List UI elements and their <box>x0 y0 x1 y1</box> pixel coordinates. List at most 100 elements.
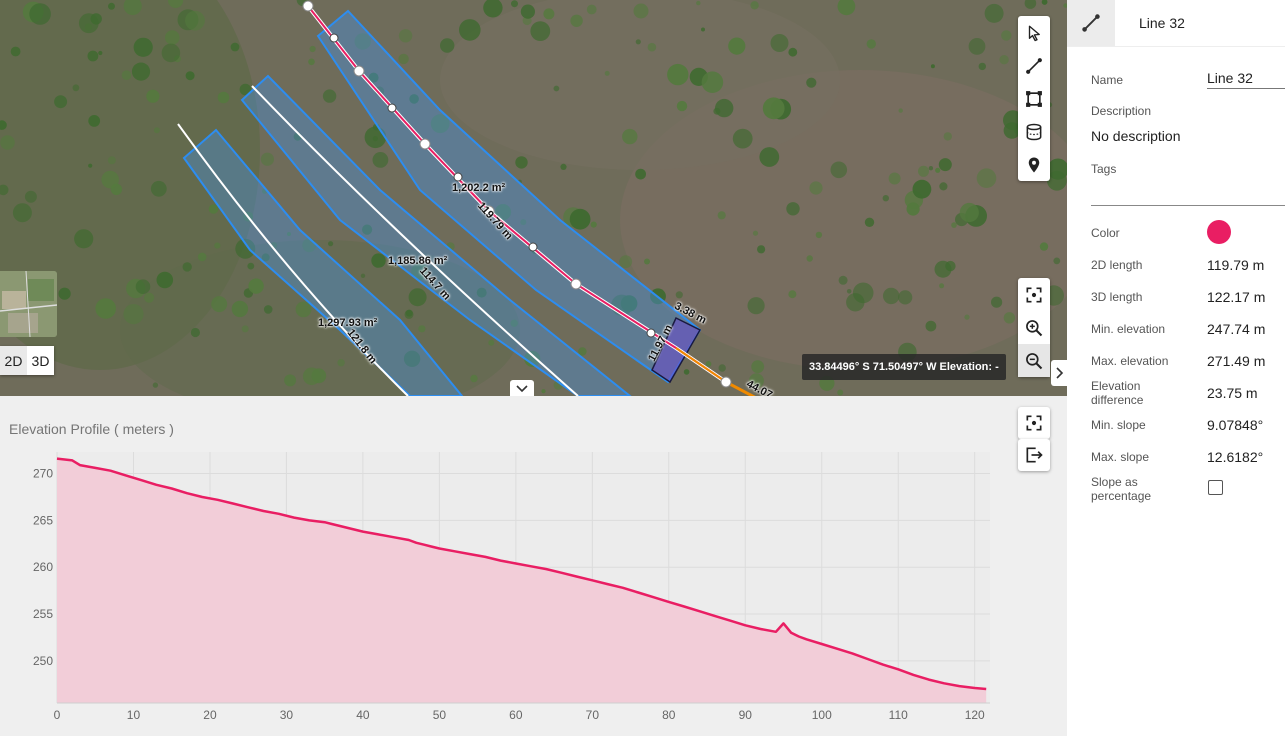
bush <box>635 168 646 180</box>
y-tick-label: 255 <box>33 607 53 621</box>
bush <box>248 278 264 294</box>
export-icon <box>1026 447 1043 463</box>
y-tick-label: 250 <box>33 654 53 668</box>
bush <box>284 374 297 387</box>
bush <box>494 204 512 221</box>
bush <box>748 373 764 389</box>
bush <box>0 135 15 150</box>
toggle-3d-button[interactable]: 3D <box>27 346 54 375</box>
bush <box>354 33 371 50</box>
bush <box>241 325 249 333</box>
bush <box>864 217 875 227</box>
bush <box>161 43 181 63</box>
y-tick-label: 270 <box>33 467 53 481</box>
stat-label-elevation-difference: Elevation difference <box>1091 379 1144 407</box>
x-tick-label: 60 <box>509 708 523 722</box>
coordinate-readout: 33.84496° S 71.50497° W Elevation: - <box>802 354 1006 380</box>
color-swatch[interactable] <box>1207 220 1231 244</box>
map-view[interactable]: 1,202.2 m² 1,185.86 m² 1,297.93 m² 119.7… <box>0 0 1067 396</box>
elevation-line[interactable] <box>56 457 987 691</box>
collapse-panel-button[interactable] <box>1051 360 1067 386</box>
bush <box>918 165 929 177</box>
bush <box>770 34 789 52</box>
bush <box>635 39 641 45</box>
area-tool-icon[interactable] <box>1018 82 1050 115</box>
cursor-icon[interactable] <box>1018 16 1050 49</box>
bush <box>98 50 103 56</box>
bush <box>0 184 9 196</box>
buffer-area-2 <box>240 74 632 396</box>
zoom-out-icon[interactable] <box>1018 344 1050 377</box>
bush <box>888 172 901 185</box>
bush <box>308 58 315 66</box>
elevation-chart[interactable]: 0 10 20 30 40 50 60 70 80 90 100 110 120 250 255 260 265… <box>0 396 1067 736</box>
bush <box>838 275 848 285</box>
bush <box>683 369 690 375</box>
bush <box>168 0 184 8</box>
bush <box>510 319 518 327</box>
fit-view-icon[interactable] <box>1018 278 1050 311</box>
x-tick-label: 0 <box>54 708 61 722</box>
stat-value-min-slope: 9.07848° <box>1207 417 1264 433</box>
bush <box>620 295 638 312</box>
collapse-profile-button[interactable] <box>510 380 534 396</box>
line-midpoints[interactable] <box>329 33 656 338</box>
bush <box>430 114 450 134</box>
bush <box>24 190 37 203</box>
bush <box>1053 257 1061 265</box>
bush <box>211 296 228 313</box>
bush <box>165 30 180 45</box>
minimap[interactable] <box>0 271 57 337</box>
bush <box>150 180 167 197</box>
bush <box>530 21 551 41</box>
bush <box>411 263 429 281</box>
bush <box>156 271 174 289</box>
stat-value-elevation-difference: 23.75 m <box>1207 385 1258 401</box>
volume-tool-icon[interactable] <box>1018 115 1050 148</box>
bush <box>1001 30 1012 41</box>
bush <box>750 1 759 10</box>
bush <box>144 292 155 303</box>
bush <box>515 156 528 169</box>
bush <box>239 83 252 96</box>
name-label: Name <box>1091 73 1124 87</box>
reference-line-1 <box>251 85 579 396</box>
panel-title: Line 32 <box>1139 15 1185 31</box>
toggle-2d-button[interactable]: 2D <box>0 346 27 375</box>
bush <box>541 389 546 394</box>
y-tick-label: 265 <box>33 513 53 527</box>
bush <box>185 71 195 81</box>
bush <box>991 296 1003 308</box>
bush <box>371 253 386 268</box>
bush <box>644 258 650 265</box>
name-input[interactable]: Line 32 <box>1207 70 1285 89</box>
marker-icon[interactable] <box>1018 148 1050 181</box>
bush <box>934 260 952 278</box>
stat-value-2d-length: 119.79 m <box>1207 257 1265 273</box>
bush <box>337 359 345 367</box>
zoom-toolbar <box>1018 278 1050 377</box>
map-canvas[interactable] <box>0 0 1067 396</box>
slope-percentage-checkbox[interactable] <box>1208 480 1223 495</box>
profile-export-button[interactable] <box>1018 439 1050 471</box>
line-tool-icon[interactable] <box>1018 49 1050 82</box>
bush <box>470 374 478 383</box>
bush <box>295 301 312 318</box>
bush <box>362 224 373 235</box>
bush <box>440 38 455 53</box>
bush <box>12 203 32 223</box>
x-tick-label: 110 <box>889 708 908 722</box>
stat-label-min-elevation: Min. elevation <box>1091 322 1166 336</box>
buffer-areas[interactable] <box>182 9 702 396</box>
zoom-in-icon[interactable] <box>1018 311 1050 344</box>
bush <box>560 163 567 170</box>
description-field[interactable]: No description <box>1091 128 1181 144</box>
tags-input[interactable] <box>1091 205 1285 206</box>
bush <box>837 0 856 16</box>
area-label-1: 1,202.2 m² <box>452 182 506 194</box>
fit-view-icon <box>1026 415 1042 431</box>
bush <box>78 13 99 34</box>
profile-fit-button[interactable] <box>1018 407 1050 439</box>
line-vertices[interactable] <box>302 0 732 388</box>
bush <box>88 115 101 127</box>
